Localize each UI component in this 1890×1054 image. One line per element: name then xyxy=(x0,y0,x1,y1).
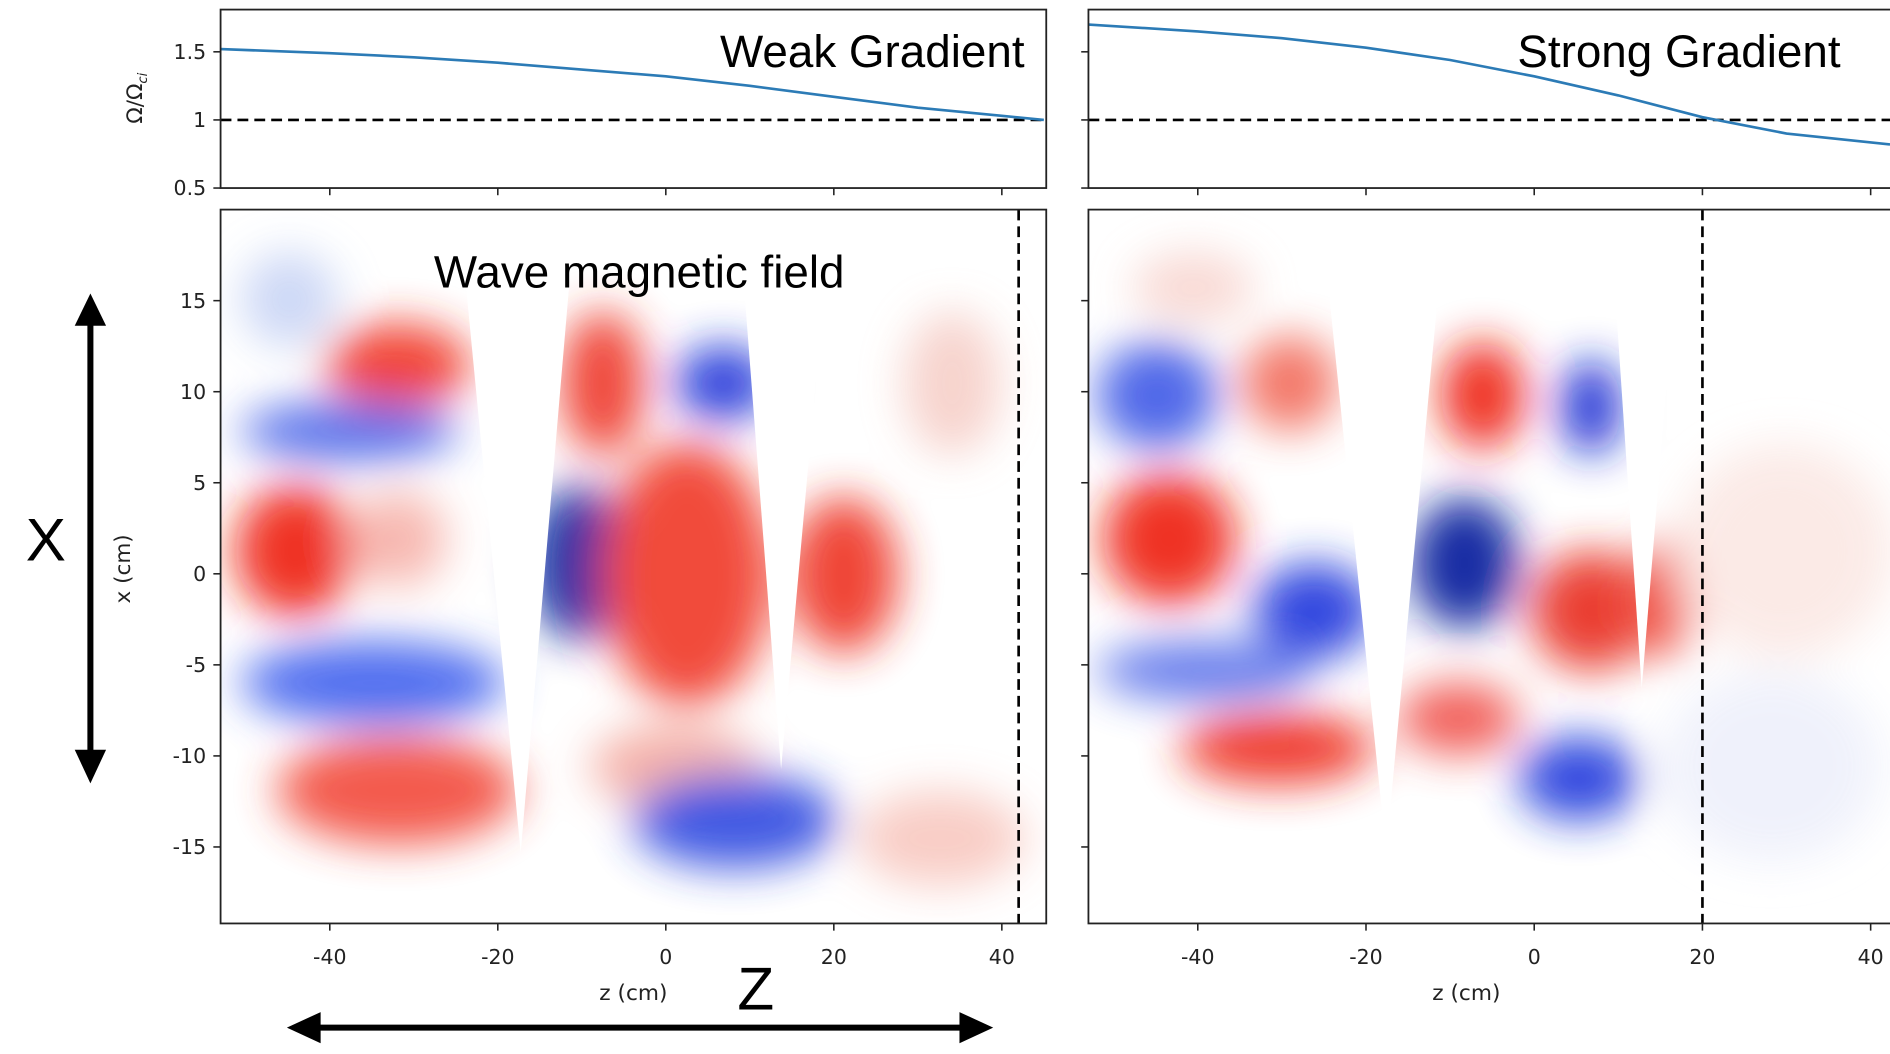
y-tick-label: 0 xyxy=(193,562,206,586)
x-axis-label: z (cm) xyxy=(1432,981,1500,1006)
x-tick-label: -20 xyxy=(481,945,514,969)
axes-frame xyxy=(1087,208,1890,925)
panel-title: Strong Gradient xyxy=(1517,26,1841,77)
z-arrow-label: Z xyxy=(737,956,774,1023)
axes-frame xyxy=(219,8,1048,189)
y-axis-label: Ω/Ωci xyxy=(123,72,151,123)
x-tick-label: 20 xyxy=(1689,945,1715,969)
arrowhead xyxy=(286,1012,321,1044)
y-tick-label: 0.5 xyxy=(174,176,207,200)
y-tick-label: 15 xyxy=(180,289,206,313)
x-tick-label: 20 xyxy=(821,945,847,969)
y-label-sub: ci xyxy=(136,72,151,83)
x-tick-label: -20 xyxy=(1349,945,1382,969)
y-tick-label: 1 xyxy=(193,108,206,132)
y-axis-label: x (cm) xyxy=(111,534,136,603)
y-tick-label: -10 xyxy=(173,744,206,768)
x-tick-label: 0 xyxy=(659,945,672,969)
y-tick-label: 10 xyxy=(180,380,206,404)
y-label-main: Ω/Ω xyxy=(123,84,148,124)
line-series xyxy=(1088,23,1890,146)
x-arrow-label: X xyxy=(26,507,66,574)
arrowhead xyxy=(74,749,107,784)
annotation: Wave magnetic field xyxy=(434,247,845,298)
x-tick-label: 40 xyxy=(1858,945,1884,969)
x-tick-label: 0 xyxy=(1528,945,1541,969)
line-series xyxy=(220,47,1044,122)
axes-frame xyxy=(1087,8,1890,189)
x-tick-label: -40 xyxy=(1181,945,1214,969)
field-texture xyxy=(235,209,1025,887)
arrows xyxy=(74,293,994,1044)
y-tick-label: -15 xyxy=(173,835,206,859)
y-tick-label: 1.5 xyxy=(174,40,207,64)
arrowhead xyxy=(74,293,107,326)
field-texture xyxy=(1096,209,1890,863)
y-tick-label: 5 xyxy=(193,471,206,495)
x-axis-label: z (cm) xyxy=(599,981,667,1006)
axes-frame xyxy=(219,208,1048,925)
y-tick-label: -5 xyxy=(186,653,206,677)
panel-title: Weak Gradient xyxy=(720,26,1025,77)
x-tick-label: 40 xyxy=(989,945,1015,969)
x-tick-label: -40 xyxy=(313,945,346,969)
arrowhead xyxy=(959,1012,994,1044)
